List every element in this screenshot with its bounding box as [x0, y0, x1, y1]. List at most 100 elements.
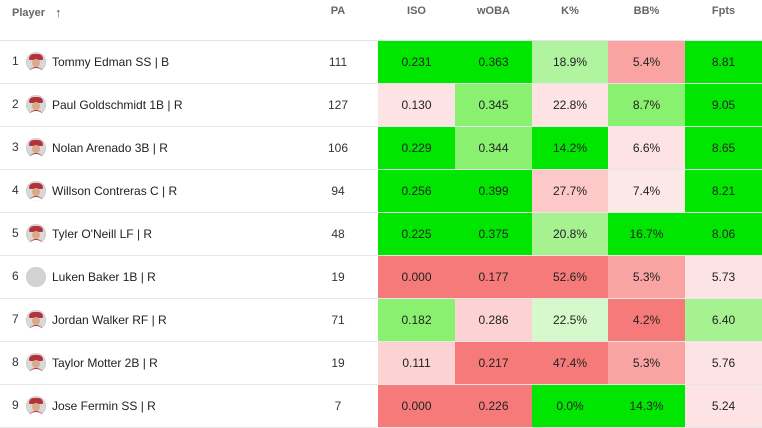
arrow-up-icon[interactable]: ↑ [55, 5, 62, 20]
fpts-cell: 6.40 [685, 298, 762, 342]
player-cell[interactable]: 4 Willson Contreras C | R [0, 169, 298, 213]
bb-pct-cell: 5.3% [608, 255, 685, 299]
column-header-woba[interactable]: wOBA [455, 0, 532, 41]
player-avatar [26, 224, 46, 244]
fpts-cell: 5.73 [685, 255, 762, 299]
player-name[interactable]: Paul Goldschmidt 1B | R [52, 98, 183, 112]
woba-cell: 0.375 [455, 212, 532, 256]
k-pct-cell: 52.6% [532, 255, 608, 299]
column-header-player-label: Player [12, 7, 46, 19]
player-avatar [26, 353, 46, 373]
table-row[interactable]: 8 Taylor Motter 2B | R 19 0.111 0.217 47.4% 5.… [0, 341, 762, 385]
bb-pct-cell: 6.6% [608, 126, 685, 170]
rank-number: 9 [12, 398, 19, 413]
rank-number: 5 [12, 226, 19, 241]
fpts-cell: 8.65 [685, 126, 762, 170]
player-name[interactable]: Jose Fermin SS | R [52, 399, 156, 413]
player-cell[interactable]: 9 Jose Fermin SS | R [0, 384, 298, 428]
player-cell[interactable]: 6 Luken Baker 1B | R [0, 255, 298, 299]
player-name[interactable]: Jordan Walker RF | R [52, 313, 167, 327]
fpts-cell: 5.24 [685, 384, 762, 428]
column-header-iso[interactable]: ISO [378, 0, 455, 41]
k-pct-cell: 18.9% [532, 40, 608, 84]
column-header-bb-pct[interactable]: BB% [608, 0, 685, 41]
pa-cell: 94 [298, 169, 378, 213]
bb-pct-cell: 7.4% [608, 169, 685, 213]
woba-cell: 0.177 [455, 255, 532, 299]
iso-cell: 0.225 [378, 212, 455, 256]
player-avatar [26, 52, 46, 72]
player-cell[interactable]: 7 Jordan Walker RF | R [0, 298, 298, 342]
player-avatar [26, 181, 46, 201]
player-cell[interactable]: 8 Taylor Motter 2B | R [0, 341, 298, 385]
table-row[interactable]: 7 Jordan Walker RF | R 71 0.182 0.286 22.5% 4.… [0, 298, 762, 342]
fpts-cell: 8.06 [685, 212, 762, 256]
iso-cell: 0.229 [378, 126, 455, 170]
bb-pct-cell: 8.7% [608, 83, 685, 127]
table-row[interactable]: 6 Luken Baker 1B | R 19 0.000 0.177 52.6% 5.3%… [0, 255, 762, 299]
rank-number: 8 [12, 355, 19, 370]
rank-number: 6 [12, 269, 19, 284]
player-name[interactable]: Tyler O'Neill LF | R [52, 227, 153, 241]
table-row[interactable]: 1 Tommy Edman SS | B 111 0.231 0.363 18.9% 5.4… [0, 40, 762, 84]
column-header-player[interactable]: Player ↑ [0, 0, 298, 41]
column-header-pa[interactable]: PA [298, 0, 378, 41]
k-pct-cell: 0.0% [532, 384, 608, 428]
pa-cell: 48 [298, 212, 378, 256]
k-pct-cell: 22.5% [532, 298, 608, 342]
pa-cell: 19 [298, 341, 378, 385]
pa-cell: 7 [298, 384, 378, 428]
player-cell[interactable]: 3 Nolan Arenado 3B | R [0, 126, 298, 170]
player-name[interactable]: Tommy Edman SS | B [52, 55, 170, 69]
rank-number: 2 [12, 97, 19, 112]
player-name[interactable]: Willson Contreras C | R [52, 184, 178, 198]
fpts-cell: 8.21 [685, 169, 762, 213]
pa-cell: 71 [298, 298, 378, 342]
iso-cell: 0.000 [378, 384, 455, 428]
table-row[interactable]: 9 Jose Fermin SS | R 7 0.000 0.226 0.0% 14.3% 5… [0, 384, 762, 428]
player-avatar [26, 310, 46, 330]
table-row[interactable]: 4 Willson Contreras C | R 94 0.256 0.399 27.7… [0, 169, 762, 213]
pa-cell: 111 [298, 40, 378, 84]
table-row[interactable]: 2 Paul Goldschmidt 1B | R 127 0.130 0.345 22.… [0, 83, 762, 127]
player-avatar [26, 396, 46, 416]
iso-cell: 0.130 [378, 83, 455, 127]
iso-cell: 0.182 [378, 298, 455, 342]
k-pct-cell: 22.8% [532, 83, 608, 127]
table-row[interactable]: 3 Nolan Arenado 3B | R 106 0.229 0.344 14.2% 6… [0, 126, 762, 170]
bb-pct-cell: 5.3% [608, 341, 685, 385]
table-row[interactable]: 5 Tyler O'Neill LF | R 48 0.225 0.375 20.8% 16… [0, 212, 762, 256]
player-avatar [26, 95, 46, 115]
player-avatar [26, 267, 46, 287]
bb-pct-cell: 14.3% [608, 384, 685, 428]
bb-pct-cell: 5.4% [608, 40, 685, 84]
player-cell[interactable]: 2 Paul Goldschmidt 1B | R [0, 83, 298, 127]
fpts-cell: 5.76 [685, 341, 762, 385]
k-pct-cell: 14.2% [532, 126, 608, 170]
player-name[interactable]: Nolan Arenado 3B | R [52, 141, 168, 155]
woba-cell: 0.399 [455, 169, 532, 213]
bb-pct-cell: 16.7% [608, 212, 685, 256]
pa-cell: 19 [298, 255, 378, 299]
column-header-fpts[interactable]: Fpts [685, 0, 762, 41]
iso-cell: 0.000 [378, 255, 455, 299]
rank-number: 7 [12, 312, 19, 327]
bb-pct-cell: 4.2% [608, 298, 685, 342]
iso-cell: 0.111 [378, 341, 455, 385]
player-avatar [26, 138, 46, 158]
iso-cell: 0.256 [378, 169, 455, 213]
player-cell[interactable]: 1 Tommy Edman SS | B [0, 40, 298, 84]
woba-cell: 0.217 [455, 341, 532, 385]
k-pct-cell: 20.8% [532, 212, 608, 256]
woba-cell: 0.344 [455, 126, 532, 170]
iso-cell: 0.231 [378, 40, 455, 84]
woba-cell: 0.363 [455, 40, 532, 84]
player-cell[interactable]: 5 Tyler O'Neill LF | R [0, 212, 298, 256]
column-header-k-pct[interactable]: K% [532, 0, 608, 41]
woba-cell: 0.286 [455, 298, 532, 342]
player-name[interactable]: Luken Baker 1B | R [52, 270, 156, 284]
rank-number: 3 [12, 140, 19, 155]
player-name[interactable]: Taylor Motter 2B | R [52, 356, 158, 370]
rank-number: 4 [12, 183, 19, 198]
